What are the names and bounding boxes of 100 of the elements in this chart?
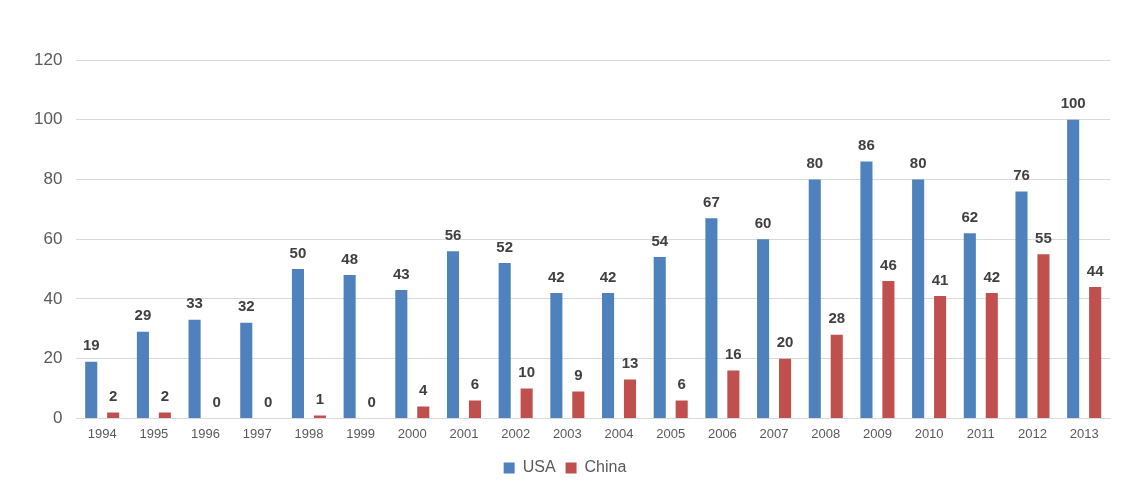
bar [623,379,637,418]
legend-label: China [584,458,627,476]
y-tick-label: 60 [43,228,63,248]
bar [727,370,740,418]
x-tick-label: 2011 [966,425,995,441]
data-label: 10 [518,363,535,381]
bar [1037,254,1050,418]
data-label: 55 [1035,228,1052,246]
data-label: 76 [1013,166,1030,184]
bar [291,269,304,418]
data-label: 52 [496,237,514,255]
data-label: 56 [444,225,462,243]
bar [550,292,563,418]
data-label: 67 [703,192,720,210]
bar [602,292,615,418]
data-label: 46 [880,255,897,273]
x-tick-label: 1994 [87,425,117,441]
data-label: 2 [160,387,170,405]
data-label: 54 [651,231,669,249]
x-tick-label: 1997 [242,425,272,441]
bar [912,179,925,418]
bar [675,400,688,418]
x-tick-label: 1996 [191,425,221,441]
bar [860,161,873,418]
bar [757,239,770,418]
data-label: 50 [289,243,307,261]
bar [830,334,843,418]
bar [1089,286,1102,418]
data-label: 1 [315,390,325,408]
data-label: 42 [983,267,1001,285]
bar [520,388,533,418]
data-label: 9 [574,366,583,384]
bar [1015,191,1028,418]
bar [107,412,120,418]
x-tick-label: 1999 [346,425,376,441]
data-label: 6 [677,375,686,393]
bar [985,292,998,418]
bar [395,289,408,418]
y-tick-label: 80 [43,169,63,189]
bar [313,415,326,418]
bar [882,281,895,418]
bar [446,251,460,418]
x-tick-label: 2010 [914,425,944,441]
x-tick-label: 2008 [811,425,841,441]
x-tick-label: 2004 [604,425,634,441]
data-label: 41 [931,270,949,288]
y-tick-label: 40 [43,288,63,308]
y-tick-label: 120 [33,49,63,69]
y-tick-label: 20 [43,348,63,368]
data-label: 0 [212,393,221,411]
data-label: 43 [392,264,410,282]
bar [653,257,666,418]
x-tick-label: 2000 [397,425,427,441]
bar [417,406,430,418]
x-tick-label: 2003 [552,425,582,441]
data-label: 28 [828,309,846,327]
data-label: 0 [264,393,273,411]
bar [572,391,585,418]
data-label: 4 [419,381,429,399]
bar [934,295,947,418]
data-label: 29 [134,306,152,324]
data-label: 100 [1060,94,1086,112]
data-label: 44 [1086,261,1105,279]
x-tick-label: 2001 [449,425,479,441]
bar [705,218,718,418]
bar [808,179,821,418]
bar [779,358,792,418]
bar [498,263,511,418]
x-tick-label: 2012 [1018,425,1047,441]
bar [1067,119,1080,418]
bar [963,233,976,418]
bar [158,412,171,418]
data-label: 33 [186,294,203,312]
x-tick-label: 2007 [759,425,789,441]
y-tick-label: 0 [52,408,63,428]
x-tick-label: 1998 [294,425,324,441]
data-label: 6 [470,375,480,393]
bar [468,400,481,418]
data-label: 42 [548,267,565,285]
data-label: 80 [806,154,824,172]
x-tick-label: 1995 [139,425,169,441]
data-label: 60 [754,213,772,231]
x-tick-label: 2009 [862,425,892,441]
bar [85,361,98,418]
data-label: 48 [341,249,358,267]
y-tick-label: 100 [33,109,63,129]
data-label: 2 [109,387,118,405]
bar [343,275,356,418]
bar [240,322,253,418]
x-tick-label: 2013 [1069,425,1099,441]
data-label: 13 [621,354,639,372]
x-tick-label: 2005 [656,425,686,441]
data-label: 62 [961,207,979,225]
bar [188,319,201,418]
x-tick-label: 2006 [707,425,737,441]
x-tick-label: 2002 [501,425,531,441]
data-label: 0 [367,393,376,411]
data-label: 20 [776,333,794,351]
data-label: 80 [909,154,927,172]
data-label: 19 [82,336,100,354]
